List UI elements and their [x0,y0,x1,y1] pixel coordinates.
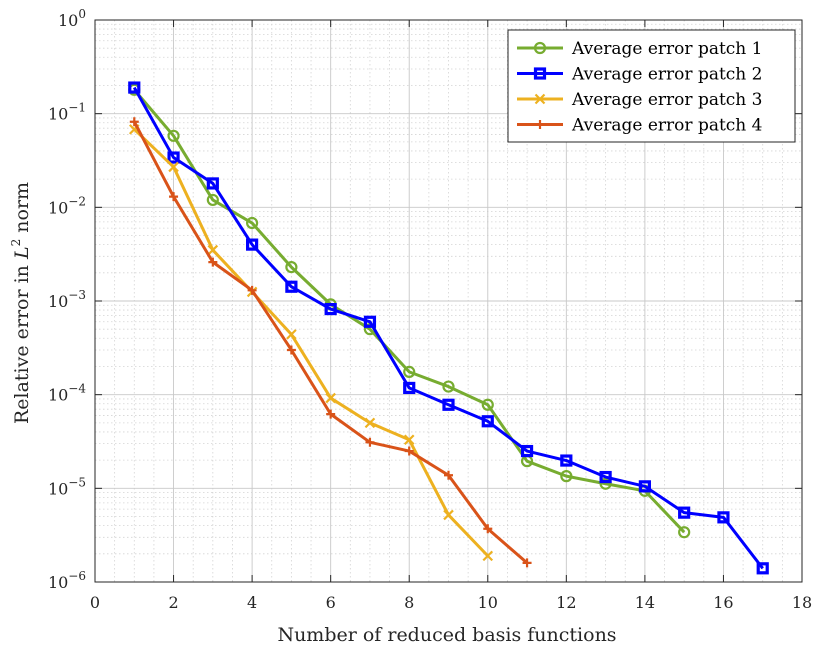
x-tick-labels: 0 2 4 6 8 10 12 14 16 18 [90,593,812,612]
series-2 [128,81,769,575]
series-4-point [444,470,453,480]
series-2-point [167,151,180,164]
series-1-point [403,365,416,379]
series-2-point [560,454,573,467]
y-tick-labels: 100 10−1 10−2 10−3 10−4 10−5 10−6 [48,7,86,592]
legend-entry-1: Average error patch 1 [517,39,762,59]
series-3-point [286,329,297,340]
series-2-point [403,381,416,395]
y-axis-label-var: L [11,246,33,260]
series-2-point [599,470,612,484]
x-tick-label: 8 [404,593,414,612]
series-3-point [482,550,494,562]
series-1-point [246,216,259,230]
series-2-point [246,238,259,251]
series-3-point [443,509,454,521]
series-4-point [247,285,257,295]
series-1-point [167,129,180,142]
legend-swatch-marker [533,41,547,55]
x-axis-label: Number of reduced basis functions [277,624,616,646]
series-1-point [206,193,219,207]
x-tick-label: 18 [792,593,812,612]
y-axis-label-suffix: norm [11,182,33,239]
series-3-point [207,244,219,256]
series-2-line [132,86,764,570]
legend-label: Average error patch 1 [571,39,762,59]
legend-label: Average error patch 3 [571,90,762,110]
legend-swatch-marker [534,93,546,105]
y-tick-label: 10−6 [48,569,86,592]
x-tick-label: 12 [556,593,576,612]
x-tick-label: 2 [168,593,178,612]
series-1-line [133,88,686,534]
y-axis-label-sup: 2 [9,239,23,247]
x-tick-label: 16 [713,593,733,612]
legend-entry-3: Average error patch 3 [517,90,762,110]
x-tick-label: 6 [326,593,336,612]
series-4-point [365,437,375,447]
series-4-point [404,446,414,456]
series-1-point [599,477,612,490]
series-2-point [363,315,377,328]
y-tick-label: 10−4 [48,382,86,405]
series-2-point [520,444,534,458]
series-3-point [364,417,376,429]
series-2-point [285,280,298,293]
series-4 [129,117,532,568]
series-3-line [133,128,489,557]
series-1-point [678,526,691,539]
legend-entry-4: Average error patch 4 [517,116,762,136]
series-3-point [168,161,179,173]
series-2-point [128,81,141,94]
series-4-point [208,257,218,267]
x-tick-label: 14 [635,593,655,612]
series-2-point [206,177,219,190]
series-2-point [481,415,494,428]
legend-label: Average error patch 4 [571,116,762,136]
legend: Average error patch 1 Average error patch… [507,29,796,143]
axes [94,19,803,583]
x-tick-label: 4 [247,593,257,612]
y-axis-label-prefix: Relative error in [11,259,33,424]
legend-swatch-marker [535,120,545,129]
y-tick-label: 10−3 [48,288,86,311]
series-layer [128,81,769,575]
series-1 [128,83,691,539]
series-4-point [286,345,296,355]
series-2-point [678,506,691,519]
y-tick-label: 10−1 [48,101,86,124]
series-4-point [129,117,139,127]
series-3-point [403,434,415,446]
series-4-point [483,524,493,534]
series-2-point [324,302,337,316]
series-2-point [638,480,651,493]
y-tick-label: 10−5 [48,475,86,498]
series-1-point [285,261,298,274]
series-1-point [481,398,494,411]
legend-entry-2: Average error patch 2 [517,65,762,85]
series-1-point [560,470,573,483]
y-tick-label: 100 [58,7,86,30]
series-3-point [325,392,336,404]
y-axis-label: Relative error in L2 norm [9,182,33,424]
x-tick-label: 10 [478,593,498,612]
x-tick-label: 0 [90,593,100,612]
legend-swatch-marker [533,67,547,80]
series-2-point [756,562,769,575]
series-4-point [522,558,532,568]
series-1-point [442,380,455,393]
series-2-point [717,511,730,524]
series-2-point [442,398,455,411]
legend-label: Average error patch 2 [571,65,762,85]
series-4-point [169,192,179,202]
y-tick-label: 10−2 [48,194,86,217]
series-4-point [326,409,336,419]
